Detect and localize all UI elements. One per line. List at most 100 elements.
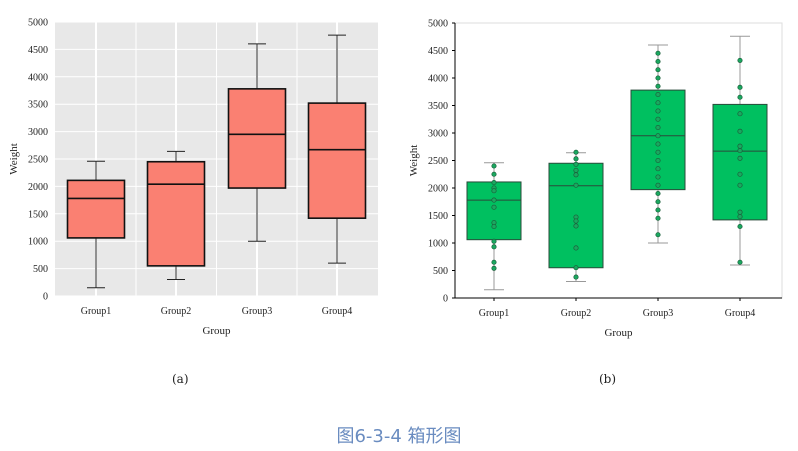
y-tick-label: 5000	[28, 18, 48, 29]
y-tick-label: 4000	[428, 74, 448, 85]
data-point	[655, 116, 661, 122]
x-tick-label: Group3	[242, 306, 273, 317]
data-point	[655, 67, 661, 73]
data-point	[573, 223, 579, 229]
data-point	[737, 209, 743, 215]
data-point	[655, 215, 661, 221]
x-tick-label: Group3	[643, 308, 674, 319]
data-point	[737, 223, 743, 230]
y-tick-label: 500	[433, 266, 448, 277]
data-point	[491, 204, 497, 210]
figure-caption: 图6-3-4 箱形图	[336, 426, 462, 447]
data-point	[655, 166, 661, 172]
data-point	[655, 157, 661, 164]
y-tick-label: 1000	[428, 239, 448, 250]
data-point	[655, 207, 661, 213]
data-point	[655, 100, 661, 106]
y-tick-label: 3000	[28, 127, 48, 138]
data-point	[573, 182, 579, 188]
box-group4	[307, 102, 367, 219]
data-point	[573, 149, 579, 155]
data-point	[491, 223, 497, 230]
data-point	[737, 259, 743, 265]
y-tick-label: 4000	[28, 72, 48, 83]
data-point	[491, 197, 497, 203]
y-tick-label: 4500	[28, 45, 48, 56]
box-group2	[146, 160, 206, 267]
data-point	[655, 174, 661, 180]
data-point	[491, 259, 497, 265]
data-point	[737, 84, 743, 90]
data-point	[655, 50, 661, 56]
data-point	[737, 214, 743, 220]
data-point	[737, 155, 743, 161]
x-tick-label: Group1	[479, 308, 510, 319]
data-point	[655, 91, 661, 98]
data-point	[655, 190, 661, 197]
box-group4	[712, 103, 768, 221]
x-tick-label: Group4	[322, 306, 353, 317]
y-tick-label: 1500	[28, 209, 48, 220]
y-tick-label: 0	[443, 294, 448, 305]
data-point	[655, 58, 661, 65]
data-point	[491, 244, 497, 250]
data-point	[573, 172, 579, 178]
y-axis-label: Weight	[408, 145, 420, 177]
data-point	[655, 108, 661, 114]
x-tick-label: Group1	[81, 306, 112, 317]
data-point	[655, 182, 661, 188]
y-tick-label: 3000	[428, 129, 448, 140]
y-tick-label: 2500	[428, 156, 448, 167]
data-point	[655, 83, 661, 89]
y-tick-label: 0	[43, 292, 48, 303]
subfigure-label-a: (a)	[172, 372, 189, 386]
x-tick-label: Group4	[725, 308, 756, 319]
y-tick-label: 3500	[28, 100, 48, 111]
data-point	[491, 163, 497, 169]
data-point	[573, 161, 579, 167]
data-point	[655, 199, 661, 205]
data-point	[655, 232, 661, 238]
data-point	[573, 156, 579, 162]
data-point	[737, 143, 743, 149]
data-point	[655, 149, 661, 155]
data-point	[573, 167, 579, 173]
subfigure-label-b: (b)	[599, 372, 617, 386]
box-group3	[227, 88, 287, 189]
data-point	[737, 171, 743, 177]
data-point	[573, 245, 579, 251]
y-tick-label: 2000	[428, 184, 448, 195]
box-group3	[630, 89, 686, 191]
data-point	[655, 124, 661, 131]
data-point	[737, 182, 743, 188]
data-point	[491, 179, 497, 186]
box-group1	[66, 179, 126, 239]
data-point	[491, 238, 497, 244]
x-tick-label: Group2	[161, 306, 192, 317]
x-axis-label: Group	[604, 327, 633, 339]
data-point	[737, 57, 743, 63]
y-tick-label: 4500	[428, 46, 448, 57]
y-tick-label: 3500	[428, 101, 448, 112]
y-tick-label: 1000	[28, 237, 48, 248]
data-point	[573, 218, 579, 224]
y-tick-label: 2000	[28, 182, 48, 193]
data-point	[737, 94, 743, 100]
y-tick-label: 5000	[428, 19, 448, 30]
x-tick-label: Group2	[561, 308, 592, 319]
y-tick-label: 500	[33, 264, 48, 275]
data-point	[655, 141, 661, 147]
data-point	[655, 133, 661, 139]
y-tick-label: 2500	[28, 155, 48, 166]
y-tick-label: 1500	[428, 211, 448, 222]
data-point	[737, 128, 743, 134]
data-point	[573, 274, 579, 280]
data-point	[573, 265, 579, 271]
data-point	[491, 265, 497, 271]
y-axis-label: Weight	[8, 143, 20, 175]
data-point	[491, 171, 497, 177]
data-point	[491, 188, 497, 194]
data-point	[737, 111, 743, 117]
x-axis-label: Group	[202, 325, 231, 337]
